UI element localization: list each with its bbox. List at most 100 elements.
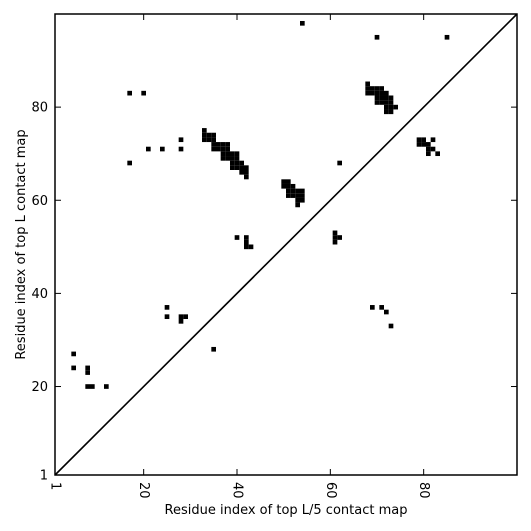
contact-point [225,151,230,157]
contact-point [127,160,132,166]
contact-point [365,90,370,96]
plot-frame [54,13,518,476]
contact-point [211,142,216,147]
contact-point [206,132,212,138]
x-tick-label: 1 [48,482,63,490]
contact-point [370,86,375,91]
contact-point [234,156,240,161]
contact-point [146,146,151,152]
contact-point [178,137,184,143]
contact-point [426,151,431,157]
contact-point [85,365,90,371]
contact-point [444,34,450,40]
contact-point [216,142,221,147]
contact-point [178,319,184,324]
contact-point [85,384,90,389]
contact-point [85,370,90,375]
contact-point [239,165,244,170]
contact-point [239,160,244,166]
contact-point [239,169,244,175]
contact-point [416,137,422,143]
contact-point [248,244,254,250]
contact-point [421,137,426,143]
contact-point [332,239,338,245]
contact-point [430,146,436,152]
contact-point [379,86,384,91]
y-axis-label: Residue index of top L contact map [14,129,29,359]
contact-point [244,244,249,250]
contact-point [379,90,384,96]
contact-point [202,137,207,143]
contact-point [178,146,184,152]
contact-point [388,100,394,105]
contact-point [300,193,305,198]
contact-point [384,100,389,105]
contact-point [435,151,440,157]
contact-point [295,202,300,208]
contact-point [295,188,300,194]
contact-point [164,305,170,310]
contact-point [244,239,249,245]
y-tick-label: 1 [40,469,48,484]
contact-point [300,188,305,194]
contact-point [211,137,216,143]
contact-point [370,305,375,310]
contact-point [384,309,389,315]
contact-point [332,235,338,240]
contact-point [286,183,291,189]
contact-point [216,146,221,152]
contact-point [374,95,380,101]
contact-point [290,183,296,189]
contact-point [244,174,249,180]
contact-point [295,193,300,198]
contact-point [286,188,291,194]
contact-point [234,151,240,157]
contact-markers [71,20,450,389]
x-axis-label: Residue index of top L/5 contact map [165,503,408,518]
contact-point [104,384,109,389]
contact-point [337,160,342,166]
contact-point [379,100,384,105]
contact-point [230,160,235,166]
contact-point [379,95,384,101]
contact-point [393,104,398,110]
x-tick-label: 20 [136,482,151,499]
contact-point [290,193,296,198]
contact-point [225,146,230,152]
x-tick-label: 80 [416,482,431,499]
contact-point [281,179,286,184]
contact-point [225,156,230,161]
contact-point [206,137,212,143]
contact-point [370,90,375,96]
contact-point [71,365,76,371]
contact-point [281,183,286,189]
contact-point [202,132,207,138]
contact-point [290,188,296,194]
contact-point [178,314,184,320]
contact-point [183,314,188,320]
contact-point [337,235,342,240]
contact-point [220,146,226,152]
contact-point [365,81,370,87]
contact-point [164,314,170,320]
contact-point [220,142,226,147]
contact-point [388,95,394,101]
contact-point [388,104,394,110]
y-tick-label: 20 [31,380,48,395]
contact-point [379,305,384,310]
contact-point [374,86,380,91]
contact-point [416,142,422,147]
contact-point [160,146,165,152]
contact-point [421,142,426,147]
contact-point [365,86,370,91]
contact-point [234,160,240,166]
contact-point [90,384,95,389]
contact-point [286,193,291,198]
contact-point [127,90,132,96]
contact-point [332,230,338,236]
contact-point [230,156,235,161]
contact-point [384,90,389,96]
contact-point [211,132,216,138]
contact-point [384,95,389,101]
